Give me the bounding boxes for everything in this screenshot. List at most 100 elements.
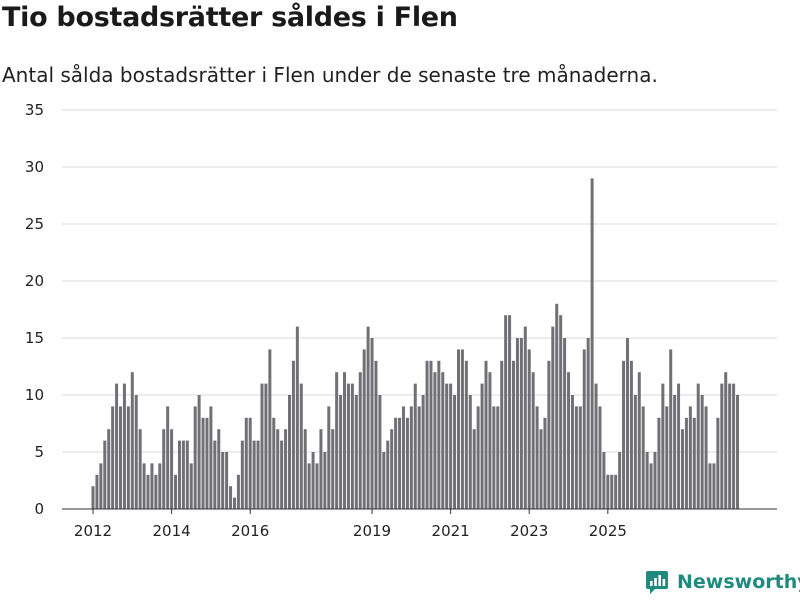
bar: [657, 417, 661, 509]
bar: [370, 338, 374, 509]
bar: [696, 383, 700, 509]
chart-title: Tio bostadsrätter såldes i Flen: [2, 2, 458, 33]
bar: [614, 474, 618, 509]
y-tick-label: 10: [25, 386, 44, 404]
bar: [284, 429, 288, 509]
bar: [177, 440, 181, 509]
bar: [142, 463, 146, 509]
bar: [386, 440, 390, 509]
newsworthy-logo-icon: [646, 571, 668, 594]
chart-subtitle: Antal sålda bostadsrätter i Flen under d…: [2, 63, 658, 87]
bar: [193, 406, 197, 509]
bar: [692, 417, 696, 509]
bar: [390, 429, 394, 509]
bar: [362, 349, 366, 509]
y-axis-labels: 0 5 10 15 20 25 30 35: [25, 101, 44, 518]
bar: [378, 395, 382, 509]
bar: [724, 372, 728, 509]
bar: [260, 383, 264, 509]
bar: [401, 406, 405, 509]
bar: [602, 452, 606, 509]
bar: [665, 406, 669, 509]
bar: [484, 360, 488, 509]
x-tick-label: 2016: [231, 522, 269, 540]
bar: [547, 360, 551, 509]
bar: [736, 395, 740, 509]
bar: [712, 463, 716, 509]
bar: [472, 429, 476, 509]
bar: [409, 406, 413, 509]
bar: [570, 395, 574, 509]
bar: [189, 463, 193, 509]
bar: [240, 440, 244, 509]
bar: [350, 383, 354, 509]
bar: [645, 452, 649, 509]
bar: [91, 486, 95, 509]
bar: [311, 452, 315, 509]
annotations: 10: [740, 95, 759, 99]
bar: [119, 406, 123, 509]
x-tick-label: 2025: [589, 522, 627, 540]
bar: [637, 372, 641, 509]
bar: [394, 417, 398, 509]
bar: [468, 395, 472, 509]
bar: [476, 406, 480, 509]
bar: [130, 372, 134, 509]
bar: [232, 497, 236, 509]
bar: [170, 429, 174, 509]
bar: [134, 395, 138, 509]
bar: [720, 383, 724, 509]
bar: [610, 474, 614, 509]
bar: [622, 360, 626, 509]
newsworthy-logo[interactable]: Newsworthy: [645, 569, 800, 595]
bar: [107, 429, 111, 509]
bar: [95, 474, 99, 509]
bar: [181, 440, 185, 509]
bar: [598, 406, 602, 509]
bar: [174, 474, 178, 509]
bar: [586, 338, 590, 509]
bar: [504, 315, 508, 509]
bar: [295, 326, 299, 509]
x-tick-label: 2012: [74, 522, 112, 540]
bar: [681, 429, 684, 509]
bar: [732, 383, 736, 509]
bar: [244, 417, 248, 509]
bar: [480, 383, 484, 509]
bar: [339, 395, 343, 509]
x-tick-label: 2021: [432, 522, 470, 540]
bar: [625, 338, 629, 509]
y-tick-label: 20: [25, 272, 44, 290]
y-tick-label: 5: [34, 443, 44, 461]
bar: [429, 360, 433, 509]
bar: [515, 338, 519, 509]
bar: [567, 372, 571, 509]
x-tick-label: 2019: [353, 522, 391, 540]
bar: [115, 383, 119, 509]
bar: [236, 474, 240, 509]
bar: [433, 372, 437, 509]
bar: [453, 395, 457, 509]
bar: [563, 338, 567, 509]
bar: [154, 474, 158, 509]
bar: [323, 452, 327, 509]
bar: [551, 326, 555, 509]
bar: [358, 372, 362, 509]
y-tick-label: 30: [25, 158, 44, 176]
gridlines: [62, 109, 777, 453]
bar: [425, 360, 429, 509]
bar: [688, 406, 692, 509]
bar: [221, 452, 225, 509]
bar: [629, 360, 633, 509]
bar: [417, 406, 421, 509]
bar: [464, 360, 468, 509]
newsworthy-logo-text: Newsworthy: [677, 571, 800, 593]
bar: [291, 360, 295, 509]
bar: [716, 417, 720, 509]
bar: [252, 440, 256, 509]
y-tick-label: 25: [25, 215, 44, 233]
bar: [700, 395, 704, 509]
bar: [673, 395, 677, 509]
bar: [539, 429, 543, 509]
bar: [166, 406, 170, 509]
